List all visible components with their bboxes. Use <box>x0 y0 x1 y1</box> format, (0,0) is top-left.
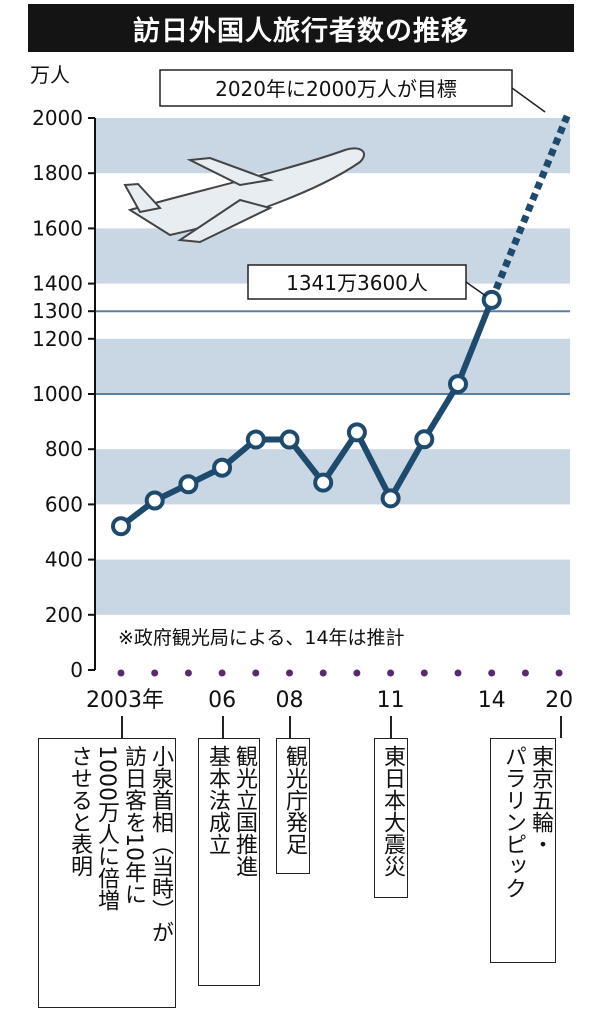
x-dot <box>151 669 159 677</box>
event-text: 小泉首相（当時）が <box>148 745 173 943</box>
callout-text: 1341万3600人 <box>286 271 428 295</box>
event-text: させると表明 <box>67 745 92 877</box>
x-tick-label: 11 <box>377 688 405 713</box>
event-text: 基本法成立 <box>205 745 230 855</box>
airplane-wing <box>186 156 274 187</box>
data-point <box>212 457 233 478</box>
band <box>95 338 570 394</box>
y-tick-label: 2000 <box>32 106 83 130</box>
event-text: 訪日客を10年に <box>121 745 146 905</box>
y-tick-label: 1800 <box>32 161 83 185</box>
data-point <box>346 422 367 443</box>
event-text: 1000万人に倍増 <box>94 745 119 911</box>
source-note: ※政府観光局による、14年は推計 <box>118 627 405 649</box>
data-point <box>448 374 468 395</box>
event-connector <box>560 716 562 738</box>
x-dot <box>555 669 563 677</box>
airplane-tail <box>123 182 162 214</box>
y-axis-label: 万人 <box>30 63 70 87</box>
y-tick-label: 600 <box>45 492 83 516</box>
data-point <box>178 474 199 495</box>
x-axis: 2003年 06 08 11 14 20 <box>86 669 573 713</box>
x-dot <box>521 669 529 677</box>
callout-leader <box>465 281 487 297</box>
x-dot <box>420 669 428 677</box>
y-tick-label: 800 <box>45 437 83 461</box>
x-dot <box>184 669 192 677</box>
event-connector <box>390 716 392 738</box>
target-line <box>488 114 571 302</box>
reference-lines <box>95 310 570 395</box>
x-tick-label: 06 <box>208 688 236 713</box>
event-connector <box>121 716 123 738</box>
x-tick-label: 08 <box>276 688 304 713</box>
event-box: 観光立国推進 基本法成立 <box>198 738 260 986</box>
data-point <box>111 516 131 537</box>
event-text: 東京五輪・ <box>528 745 553 855</box>
data-point <box>279 429 300 450</box>
y-tick-label: 1400 <box>32 272 83 296</box>
callout-text: 2020年に2000万人が目標 <box>215 77 457 101</box>
event-text: 観光立国推進 <box>232 745 257 877</box>
event-text: 観光庁発足 <box>282 745 307 855</box>
y-tick-label: 1000 <box>32 382 83 406</box>
x-tick-label: 2003年 <box>86 688 164 713</box>
x-dot <box>387 669 395 677</box>
data-point <box>144 490 165 511</box>
background-bands <box>95 118 570 615</box>
data-point <box>245 429 266 450</box>
callout-leader <box>511 87 546 113</box>
callout-box <box>159 69 513 107</box>
event-text: 東日本大震災 <box>380 745 405 877</box>
x-dot <box>117 669 125 677</box>
event-box: 小泉首相（当時）が 訪日客を10年に 1000万人に倍増 させると表明 <box>38 738 176 1008</box>
x-dot <box>286 669 293 677</box>
event-box: 東日本大震災 <box>374 738 408 898</box>
x-dot <box>319 669 327 677</box>
x-tick-label: 14 <box>478 688 506 713</box>
callout-box <box>247 264 467 300</box>
y-axis: 万人 0 200 400 600 800 1000 1200 1300 1400 1600 1800 2… <box>30 63 96 682</box>
band <box>95 449 570 505</box>
event-box: 観光庁発足 <box>276 738 310 874</box>
y-tick-label: 0 <box>70 658 83 682</box>
data-point <box>313 472 334 493</box>
x-dot <box>488 669 496 677</box>
data-point <box>414 429 435 450</box>
x-dot <box>218 669 226 677</box>
data-point <box>481 289 502 310</box>
y-tick-label: 1300 <box>32 299 83 323</box>
airplane-wing <box>177 198 273 244</box>
data-point <box>380 488 401 509</box>
event-connector <box>289 716 291 738</box>
chart-title: 訪日外国人旅行者数の推移 <box>28 4 574 52</box>
band <box>95 559 570 615</box>
x-dot <box>252 669 260 677</box>
callouts: 1341万3600人 2020年に2000万人が目標 <box>123 69 546 300</box>
y-tick-label: 200 <box>45 603 83 627</box>
x-tick-label: 20 <box>545 688 573 713</box>
event-box: 東京五輪・ パラリンピック <box>490 738 556 963</box>
airplane-icon <box>123 147 365 244</box>
x-dot <box>454 669 462 677</box>
event-connector <box>222 716 224 738</box>
x-dot <box>353 669 361 677</box>
series <box>111 114 571 537</box>
event-text: パラリンピック <box>501 745 526 899</box>
y-tick-label: 1600 <box>32 216 83 240</box>
y-tick-label: 1200 <box>32 327 83 351</box>
y-tick-label: 400 <box>45 548 83 572</box>
